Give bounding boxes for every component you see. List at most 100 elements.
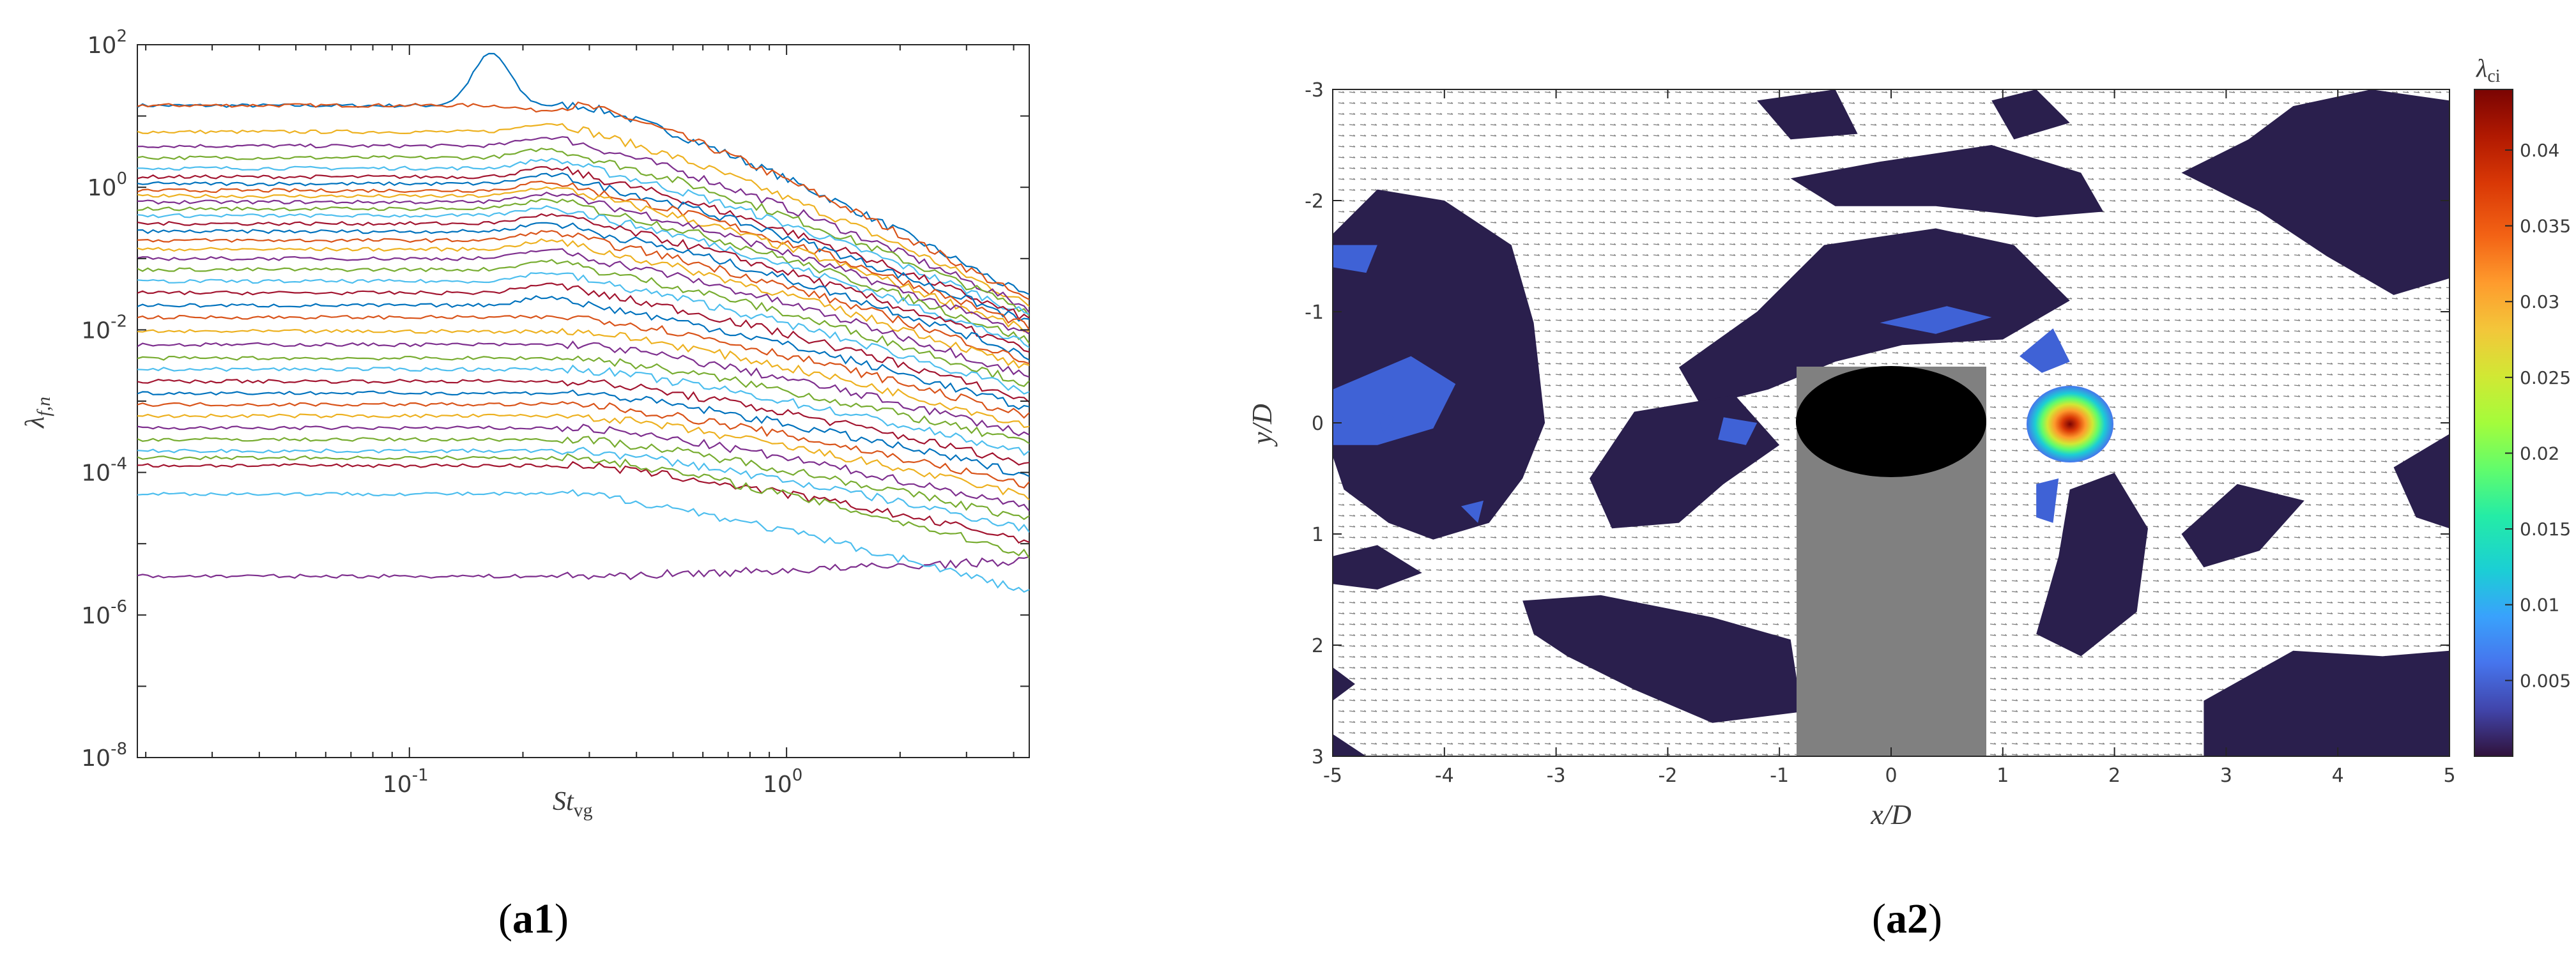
- x-tick-label: -2: [1658, 765, 1677, 787]
- swirl-region: [1757, 89, 1858, 140]
- x-tick-label: -5: [1323, 765, 1342, 787]
- spectrum-series-line: [137, 205, 1029, 348]
- colorbar-tick-label: 0.015: [2520, 519, 2571, 540]
- y-tick-label: 3: [1312, 746, 1324, 768]
- low-swirl-patch: [1333, 245, 1377, 273]
- swirl-region: [2204, 650, 2450, 756]
- spectrum-series-line: [137, 198, 1029, 344]
- colorbar-tick-label: 0.02: [2520, 443, 2559, 464]
- spectrum-series-line: [137, 340, 1029, 437]
- y-axis-label: y/D: [1246, 404, 1278, 447]
- y-tick-label: 10-6: [81, 597, 127, 629]
- spectrum-series-line: [137, 295, 1029, 410]
- low-swirl-patch: [1461, 500, 1483, 523]
- y-tick-label: 100: [88, 169, 127, 201]
- spectrum-series-line: [137, 172, 1029, 322]
- colorbar-gradient: [2474, 89, 2513, 757]
- x-tick-label: 3: [2220, 765, 2232, 787]
- swirl-region: [1333, 189, 1545, 540]
- swirl-region: [1678, 228, 2070, 406]
- y-tick-label: 1: [1312, 524, 1324, 546]
- colorbar: 0.005 0.01 0.015 0.02 0.025 0.03 0.035 0.04 λci: [2474, 54, 2571, 757]
- y-axis-label: λf,n: [20, 397, 54, 429]
- vortex-field-chart: -5 -4 -3 -2 -1 0 1 2 3 4 5 -3 -2 -1 0 1 2 3 x/D y/D 0.005…: [1246, 54, 2571, 830]
- x-axis-label: x/D: [1870, 799, 1912, 830]
- colorbar-tick-label: 0.03: [2520, 291, 2559, 312]
- vortex-core: [2027, 386, 2113, 462]
- swirl-region: [2393, 434, 2450, 529]
- x-tick-label: -4: [1435, 765, 1454, 787]
- swirl-region: [1333, 545, 1422, 590]
- swirl-region: [1991, 89, 2070, 140]
- cylinder: [1796, 366, 1986, 477]
- x-tick-label: 4: [2332, 765, 2344, 787]
- y-tick-label: 2: [1312, 635, 1324, 657]
- x-tick-label: 100: [763, 766, 802, 798]
- x-tick-label: 2: [2108, 765, 2120, 787]
- y-tick-label: 0: [1312, 413, 1324, 435]
- spectrum-series-line: [137, 364, 1029, 456]
- caption-right: (a2): [1872, 896, 1942, 942]
- low-swirl-patches: [1333, 245, 2070, 523]
- spectrum-series-line: [137, 222, 1029, 361]
- colorbar-tick-label: 0.005: [2520, 670, 2571, 691]
- y-tick-label: 10-8: [81, 740, 127, 772]
- swirl-region: [2036, 473, 2148, 657]
- x-tick-label: -3: [1547, 765, 1566, 787]
- spectra-chart: 10-8 10-6 10-4 10-2 100 102 10-1 100 Stvg λf,n: [20, 27, 1030, 821]
- spectrum-series-line: [137, 230, 1029, 365]
- low-swirl-patch: [2036, 478, 2059, 523]
- spectrum-series-line: [137, 446, 1029, 533]
- spectra-series-group: [137, 52, 1029, 593]
- x-axis-label: Stvg: [553, 787, 593, 821]
- spectrum-series-line: [137, 101, 1029, 300]
- spectrum-series-line: [137, 213, 1029, 353]
- spectrum-series-line: [137, 282, 1029, 403]
- spectrum-series-line: [137, 238, 1029, 369]
- spectrum-series-line: [137, 123, 1029, 307]
- x-tick-label: 0: [1885, 765, 1897, 787]
- spectrum-series-line: [137, 453, 1029, 559]
- field-area: [1333, 89, 2450, 756]
- spectrum-series-line: [137, 248, 1029, 378]
- spectrum-series-line: [137, 191, 1029, 335]
- spectrum-series-line: [137, 165, 1029, 321]
- spectrum-series-line: [137, 328, 1029, 429]
- swirl-region: [1333, 667, 1355, 701]
- x-tick-label: 1: [1997, 765, 2009, 787]
- colorbar-tick-label: 0.04: [2520, 140, 2559, 161]
- low-swirl-patch: [1718, 417, 1758, 445]
- spectrum-series-line: [137, 158, 1029, 315]
- colorbar-tick-label: 0.035: [2520, 216, 2571, 237]
- y-tick-label: -3: [1305, 79, 1324, 102]
- spectrum-series-line: [137, 180, 1029, 330]
- spectrum-series-line: [137, 271, 1029, 395]
- y-tick-label: 10-2: [81, 312, 127, 344]
- spectrum-series-line: [137, 389, 1029, 477]
- axis-ticks: [1332, 89, 2450, 757]
- spectrum-series-line: [137, 186, 1029, 333]
- spectrum-series-line: [137, 314, 1029, 419]
- caption-left: (a1): [498, 896, 569, 942]
- low-swirl-patch: [1333, 356, 1456, 445]
- y-tick-label: 10-4: [81, 455, 127, 487]
- colorbar-label: λci: [2476, 54, 2501, 86]
- low-swirl-patch: [2020, 328, 2070, 373]
- spectrum-series-line: [137, 461, 1029, 544]
- swirl-region: [2181, 89, 2450, 295]
- tick-labels: 10-8 10-6 10-4 10-2 100 102 10-1 100: [81, 27, 802, 798]
- swirl-region: [1522, 595, 1802, 723]
- low-swirl-patch: [1880, 306, 1992, 334]
- spectrum-series-line: [137, 489, 1029, 593]
- low-swirl-patch: [1377, 411, 1395, 434]
- x-tick-label: -1: [1770, 765, 1789, 787]
- spectrum-series-line: [137, 556, 1029, 581]
- spectrum-series-line: [137, 379, 1029, 466]
- spectrum-series-line: [137, 423, 1029, 512]
- spectrum-series-line: [137, 259, 1029, 387]
- swirl-region: [1790, 145, 2104, 218]
- x-tick-label: 10-1: [383, 766, 429, 798]
- spectrum-series-line: [137, 136, 1029, 313]
- tick-labels: -5 -4 -3 -2 -1 0 1 2 3 4 5 -3 -2 -1 0 1 2 3: [1305, 79, 2455, 787]
- x-tick-label: 5: [2443, 765, 2455, 787]
